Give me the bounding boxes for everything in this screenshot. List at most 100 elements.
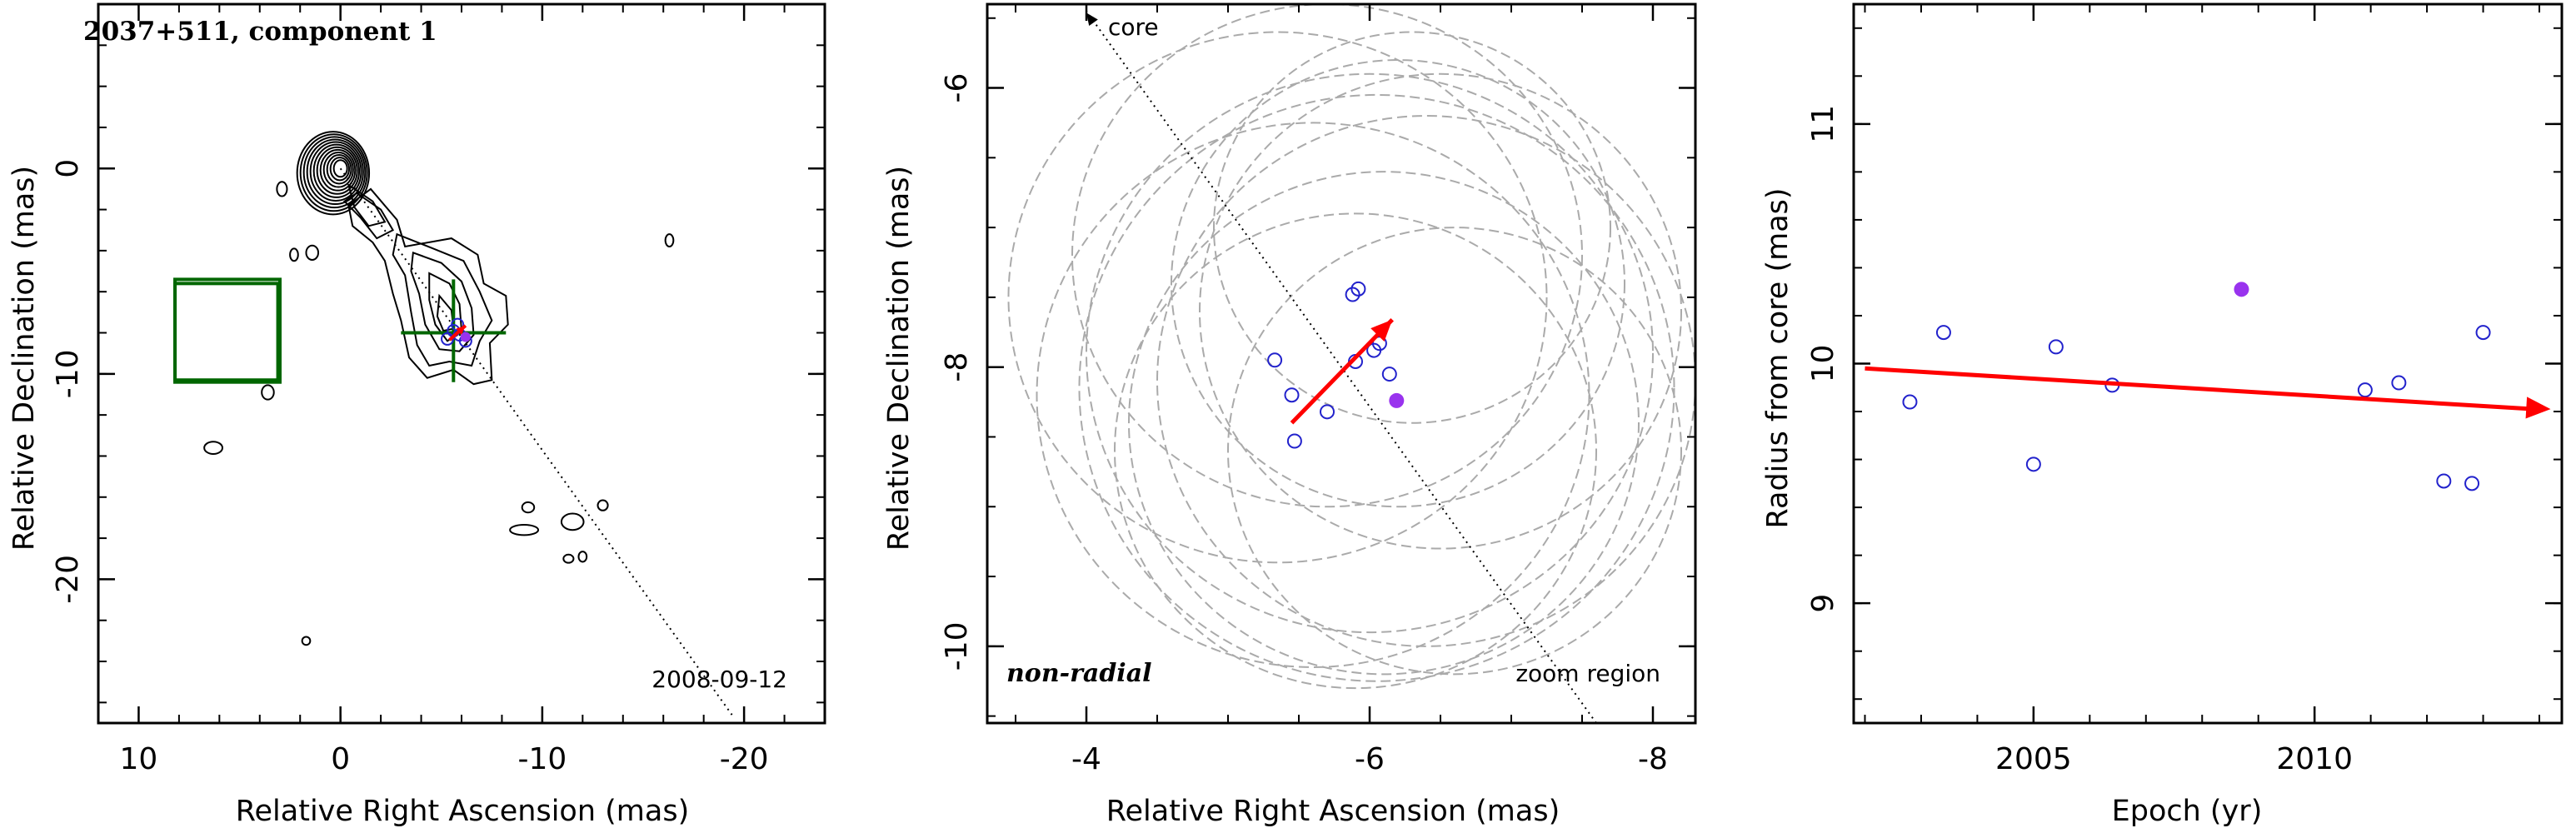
core-contour [306, 138, 364, 206]
panel-3-x-tick-label: 2010 [2276, 742, 2353, 776]
uncertainty-circle [1078, 93, 1675, 682]
panel-2-y-tick-label: -6 [940, 73, 974, 103]
jet-neck-contour [347, 182, 387, 227]
panel-3-y-tick-label: 10 [1806, 345, 1840, 383]
panel-1-y-tick-label: -10 [51, 349, 85, 398]
panel-1-x-tick-label: -10 [517, 742, 567, 776]
jet-contour [347, 187, 509, 386]
uncertainty-circle [1086, 72, 1654, 634]
core-contour [309, 141, 362, 202]
noise-contour [305, 244, 320, 261]
highlight-point [2234, 282, 2249, 297]
epoch-point [2357, 382, 2373, 398]
noise-contour [521, 501, 536, 514]
jet-contour [410, 251, 475, 352]
core-direction-line [1086, 10, 1597, 723]
jet-contour [392, 232, 493, 367]
core-contour [312, 143, 361, 198]
panel-2-x-tick-label: -6 [1355, 742, 1385, 776]
epoch-point [1350, 281, 1366, 297]
core-contour [326, 154, 352, 185]
trend-arrow [1865, 366, 2534, 412]
uncertainty-circle [1036, 122, 1590, 668]
epoch-point [2475, 325, 2491, 341]
core-contour [322, 151, 354, 188]
uncertainty-circle [1171, 59, 1625, 508]
panel-2-y-axis-title: Relative Declination (mas) [882, 166, 916, 551]
panel-1-y-axis-title: Relative Declination (mas) [7, 166, 41, 551]
panel-1-marks: 10 0 -10 -20 0 -10 -20 [51, 2, 826, 776]
panel-2-y-tick-label: -8 [940, 352, 974, 382]
noise-contour [597, 499, 609, 511]
panel-1-y-tick-label: -20 [51, 555, 85, 604]
uncertainty-circle [1071, 4, 1583, 508]
panel-3-y-tick-label: 9 [1806, 594, 1840, 613]
epoch-point [1284, 387, 1300, 403]
noise-contour [203, 441, 223, 455]
panel-3-x-axis-title: Epoch (yr) [2112, 795, 2263, 828]
panel-2-plot-frame [986, 2, 1697, 725]
core-contour [296, 131, 371, 216]
panel-2-zoom-region: -4 -6 -8 -6 -8 -10 core non-radial zoom regio… [882, 2, 1697, 828]
noise-contour [301, 636, 312, 646]
uncertainty-circle [1114, 212, 1597, 690]
panel-1-x-tick-label: 0 [331, 742, 350, 776]
epoch-point [1267, 352, 1283, 368]
core-contour [329, 157, 351, 182]
zoom-region-box [173, 282, 280, 382]
noise-contour [276, 181, 288, 197]
epoch-point [2436, 473, 2452, 489]
core-contour [302, 136, 367, 209]
core-contour [299, 133, 368, 212]
noise-contour [664, 233, 675, 247]
uncertainty-circle [1199, 72, 1682, 550]
noise-contour [577, 551, 588, 563]
motion-vector-head [456, 325, 466, 335]
trend-arrow-head [2525, 397, 2551, 419]
panel-1-x-tick-label: 10 [120, 742, 158, 776]
panel-1-contour-map: 10 0 -10 -20 0 -10 -20 2037+511, component 1 2… [7, 2, 826, 828]
uncertainty-circle [1007, 31, 1548, 564]
noise-contour [509, 524, 540, 536]
epoch-date-label: 2008-09-12 [651, 666, 787, 693]
noise-contour [261, 384, 275, 401]
panel-2-x-axis-title: Relative Right Ascension (mas) [1106, 795, 1560, 828]
panel-3-radius-vs-epoch: 2005 2010 9 10 11 Epoch (yr) Radius from cor… [1761, 2, 2564, 828]
core-direction-line [339, 167, 733, 716]
noise-contour [289, 247, 299, 262]
panel-2-x-tick-label: -4 [1071, 742, 1101, 776]
noise-contour [560, 512, 585, 531]
contour-map [203, 131, 675, 646]
non-radial-label: non-radial [1006, 659, 1152, 688]
highlight-point [1389, 392, 1405, 408]
panel-1-y-tick-label: 0 [51, 159, 85, 178]
noise-contour [562, 553, 575, 564]
epoch-point [1935, 325, 1951, 341]
panel-3-plot-frame [1852, 2, 2564, 725]
panel-2-clipped-marks [1007, 4, 1695, 723]
core-label: core [1108, 13, 1159, 41]
core-contour [332, 159, 348, 178]
core-contour [316, 146, 358, 195]
epoch-point [2025, 456, 2041, 472]
epoch-point [1286, 433, 1302, 449]
epoch-point [1345, 287, 1360, 302]
panel-3-y-axis-title: Radius from core (mas) [1761, 187, 1795, 528]
highlight-point [460, 332, 471, 342]
motion-vector [1290, 317, 1394, 425]
uncertainty-circle [1128, 171, 1640, 676]
uncertainty-circle [1213, 31, 1611, 424]
epoch-point [1902, 394, 1918, 410]
core-contour [319, 148, 357, 192]
panel-2-x-tick-label: -8 [1638, 742, 1668, 776]
uncertainty-circle [1227, 227, 1682, 676]
motion-vector-head [1370, 319, 1393, 342]
epoch-point [1381, 367, 1397, 382]
panel-2-y-tick-label: -10 [940, 621, 974, 671]
zoom-region-label: zoom region [1515, 660, 1660, 687]
panel-3-y-tick-label: 11 [1806, 105, 1840, 143]
epoch-point [2391, 375, 2407, 391]
panel-1-x-axis-title: Relative Right Ascension (mas) [236, 795, 689, 828]
panel-3-x-tick-label: 2005 [1995, 742, 2072, 776]
